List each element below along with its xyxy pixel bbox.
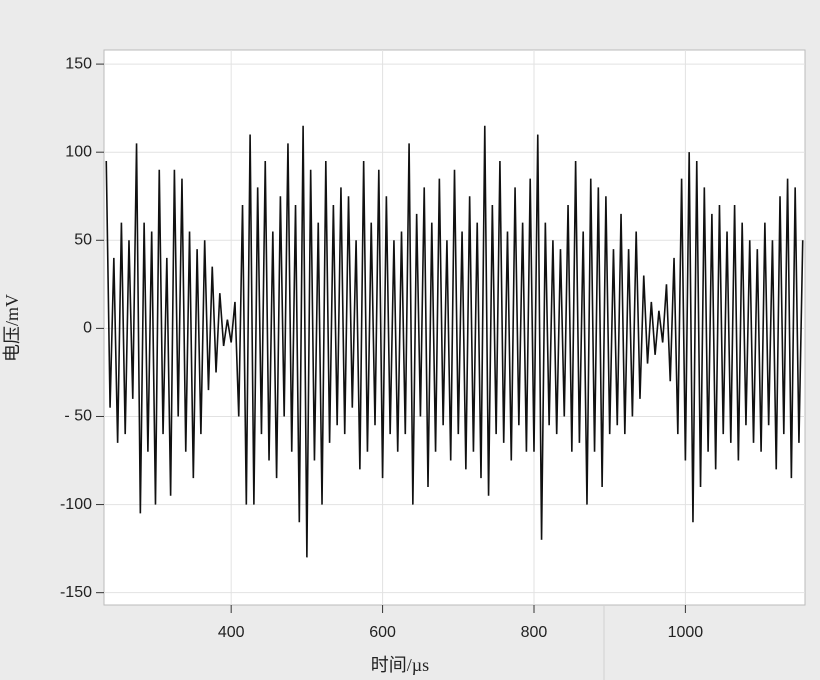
y-axis-label: 电压/mV xyxy=(2,294,22,362)
y-tick-label: -150 xyxy=(60,584,92,601)
x-tick-label: 1000 xyxy=(668,624,704,641)
y-tick-label: - 50 xyxy=(64,408,92,425)
y-tick-label: -100 xyxy=(60,496,92,513)
signal-line xyxy=(105,125,804,558)
x-tick-label: 800 xyxy=(521,624,548,641)
y-tick-label: 0 xyxy=(83,320,92,337)
y-tick-label: 150 xyxy=(65,55,92,72)
y-tick-label: 50 xyxy=(74,232,92,249)
x-tick-label: 400 xyxy=(218,624,245,641)
plot-area xyxy=(103,49,806,606)
y-tick-label: 100 xyxy=(65,143,92,160)
x-tick-label: 600 xyxy=(369,624,396,641)
x-axis-label: 时间/µs xyxy=(371,655,429,675)
